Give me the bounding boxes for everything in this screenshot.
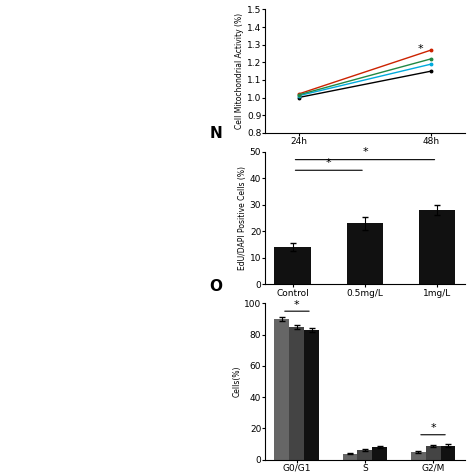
- Y-axis label: Cells(%): Cells(%): [232, 366, 241, 397]
- Bar: [426, 446, 440, 460]
- Bar: [410, 452, 426, 460]
- Bar: [274, 247, 310, 284]
- Bar: [304, 330, 319, 460]
- Bar: [274, 319, 290, 460]
- Text: *: *: [294, 300, 300, 310]
- Y-axis label: EdU/DAPI Positive Cells (%): EdU/DAPI Positive Cells (%): [238, 166, 247, 270]
- Text: *: *: [326, 158, 332, 168]
- Text: *: *: [418, 45, 424, 55]
- Bar: [347, 223, 383, 284]
- Text: *: *: [362, 147, 368, 157]
- Bar: [373, 447, 387, 460]
- Text: N: N: [210, 126, 222, 141]
- Bar: [357, 450, 373, 460]
- Text: *: *: [430, 423, 436, 433]
- Text: O: O: [210, 279, 223, 294]
- Bar: [290, 327, 304, 460]
- Bar: [419, 210, 456, 284]
- Y-axis label: Cell Mitochondrial Activity (%): Cell Mitochondrial Activity (%): [235, 13, 244, 129]
- Bar: [440, 446, 456, 460]
- Bar: [343, 454, 357, 460]
